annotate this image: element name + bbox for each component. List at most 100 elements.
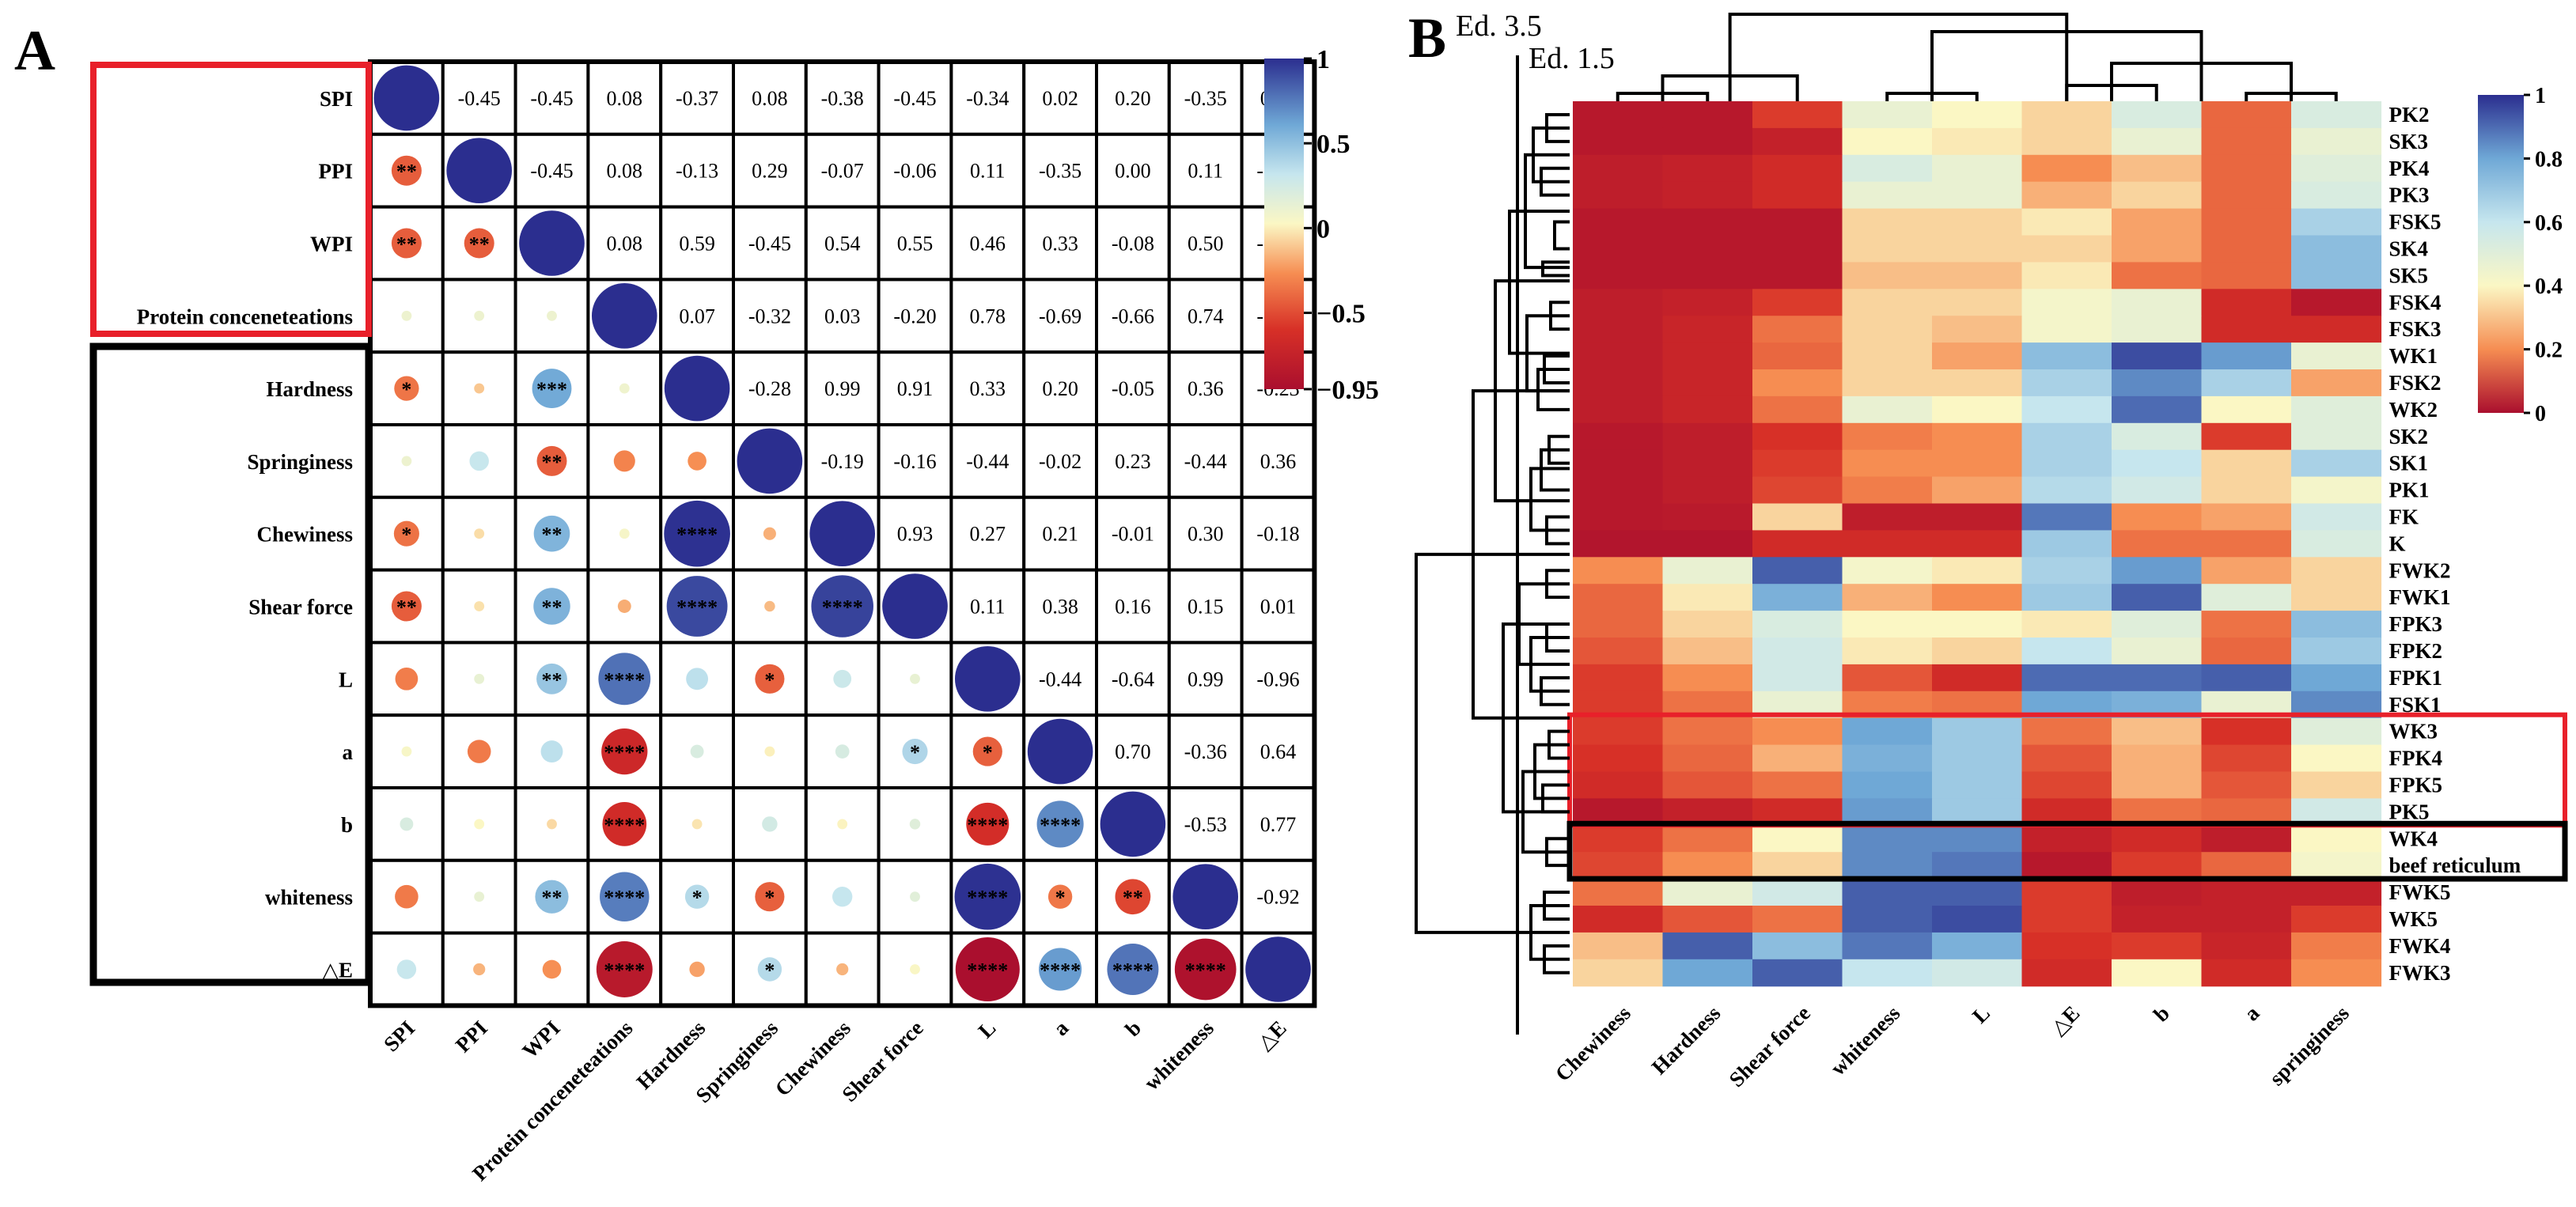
heatmap-cell xyxy=(2021,476,2112,505)
heatmap-row-label: FPK3 xyxy=(2389,612,2443,636)
heatmap-cell xyxy=(1573,611,1664,638)
heatmap-cell xyxy=(1573,664,1664,692)
correlation-circle xyxy=(688,452,707,471)
correlation-value: 0.03 xyxy=(824,305,861,327)
colorbar-b-tick-label: 0 xyxy=(2535,402,2546,426)
heatmap-cell xyxy=(1932,584,2023,611)
heatmap-row-label: FPK4 xyxy=(2389,747,2443,770)
correlation-value: 0.07 xyxy=(679,305,715,327)
heatmap-cell xyxy=(2021,289,2112,316)
correlation-value: 0.11 xyxy=(1188,160,1223,183)
matrix-cell xyxy=(1167,713,1244,790)
significance-stars: * xyxy=(401,524,411,547)
correlation-circle xyxy=(536,445,567,476)
heatmap-cell xyxy=(1573,208,1664,236)
heatmap-cell xyxy=(1573,744,1664,773)
heatmap-column-label: △E xyxy=(2046,1001,2085,1040)
heatmap-cell xyxy=(2112,395,2203,424)
correlation-circle xyxy=(464,228,494,259)
heatmap-cell xyxy=(1573,235,1664,263)
heatmap-cell xyxy=(2291,959,2382,987)
heatmap-cell xyxy=(2201,744,2292,773)
heatmap-column-label: Chewiness xyxy=(1551,1001,1635,1086)
significance-stars: ** xyxy=(542,596,563,619)
correlation-value: 0.08 xyxy=(607,160,643,183)
heatmap-row-label: SK3 xyxy=(2389,130,2429,153)
heatmap-cell xyxy=(1752,664,1843,692)
heatmap-cell xyxy=(1932,262,2023,289)
heatmap-cell xyxy=(2021,127,2112,156)
row-label: PPI xyxy=(319,160,354,184)
correlation-circle xyxy=(1039,948,1082,991)
correlation-value: 0.20 xyxy=(1115,87,1151,110)
correlation-circle xyxy=(690,744,704,759)
diagonal-circle xyxy=(882,573,948,639)
heatmap-cell xyxy=(1842,879,1933,906)
heatmap-cell xyxy=(2021,369,2112,397)
annotation-ed-1-5: Ed. 1.5 xyxy=(1529,42,1615,75)
heatmap-cell xyxy=(2291,557,2382,585)
heatmap-cell xyxy=(1842,369,1933,397)
heatmap-cell xyxy=(2201,530,2292,558)
correlation-circle xyxy=(664,500,730,567)
matrix-cell xyxy=(1240,786,1316,862)
correlation-value: -0.45 xyxy=(748,233,791,255)
correlation-circle xyxy=(401,746,412,757)
heatmap-cell xyxy=(2112,235,2203,263)
heatmap-cell xyxy=(1662,744,1753,773)
heatmap-cell xyxy=(1662,825,1753,853)
heatmap-cell xyxy=(1752,127,1843,156)
heatmap-row-label: SK1 xyxy=(2389,452,2429,475)
heatmap-cell xyxy=(2201,369,2292,397)
colorbar-a-tick-label: 0.5 xyxy=(1316,130,1351,159)
heatmap-cell xyxy=(1752,611,1843,638)
heatmap-cell xyxy=(1573,932,1664,960)
heatmap-cell xyxy=(1842,932,1933,960)
heatmap-cell xyxy=(2112,906,2203,933)
row-label: Shear force xyxy=(248,596,353,619)
heatmap-cell xyxy=(1662,262,1753,289)
heatmap-cell xyxy=(1573,959,1664,987)
correlation-circle xyxy=(474,891,485,902)
correlation-circle xyxy=(689,961,705,978)
correlation-value: -0.53 xyxy=(1184,813,1227,836)
heatmap-cell xyxy=(1662,235,1753,263)
heatmap-cell xyxy=(2291,664,2382,692)
heatmap-cell xyxy=(2112,557,2203,585)
correlation-circle xyxy=(547,310,557,321)
significance-stars: * xyxy=(764,959,775,982)
heatmap-cell xyxy=(1842,154,1933,183)
heatmap-column-label: Shear force xyxy=(1725,1001,1815,1092)
heatmap-row-label: FSK2 xyxy=(2389,371,2442,395)
column-dendrogram-link xyxy=(1728,13,2069,101)
heatmap-cell xyxy=(1752,208,1843,236)
column-label: b xyxy=(1120,1016,1146,1041)
matrix-cell xyxy=(949,278,1026,354)
heatmap-cell xyxy=(1842,717,1933,746)
heatmap-cell xyxy=(2291,611,2382,638)
heatmap-cell xyxy=(2112,584,2203,611)
heatmap-cell xyxy=(2112,771,2203,799)
matrix-cell xyxy=(877,495,953,572)
heatmap-cell xyxy=(1842,530,1933,558)
correlation-value: -0.20 xyxy=(893,305,936,327)
heatmap-cell xyxy=(2201,422,2292,451)
heatmap-cell xyxy=(2112,422,2203,451)
heatmap-cell xyxy=(1662,154,1753,183)
heatmap-cell xyxy=(2021,208,2112,236)
correlation-value: -0.35 xyxy=(1184,87,1227,110)
heatmap-cell xyxy=(2291,744,2382,773)
diagonal-circle xyxy=(1245,936,1311,1002)
row-label: SPI xyxy=(320,87,353,111)
diagonal-circle xyxy=(664,355,730,422)
heatmap-cell xyxy=(2201,771,2292,799)
correlation-value: 0.91 xyxy=(897,377,934,400)
heatmap-cell xyxy=(1573,825,1664,853)
heatmap-cell xyxy=(2112,476,2203,505)
heatmap-row-label: FWK2 xyxy=(2389,558,2451,582)
significance-stars: **** xyxy=(676,596,718,619)
significance-stars: * xyxy=(401,378,411,401)
heatmap-cell xyxy=(2021,664,2112,692)
matrix-cell xyxy=(804,423,881,499)
heatmap-cell xyxy=(2021,530,2112,558)
